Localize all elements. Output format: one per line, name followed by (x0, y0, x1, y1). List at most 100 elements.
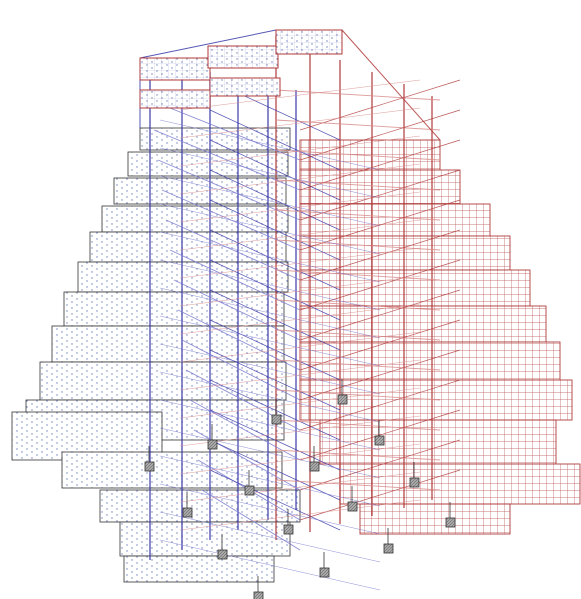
roof-edge (341, 29, 441, 141)
tie-beam (159, 119, 381, 171)
top-box-grid (140, 90, 210, 108)
red-beam (299, 409, 461, 461)
blue-beam (209, 379, 341, 441)
support-icon (244, 485, 255, 496)
red-beam (275, 269, 441, 281)
tie-beam (159, 511, 381, 563)
red-beam (275, 89, 441, 101)
tie-beam (159, 427, 381, 479)
support-icon (445, 517, 456, 528)
left-slab (77, 261, 289, 293)
left-slab (101, 205, 289, 233)
red-beam (275, 329, 441, 341)
top-box-grid (140, 58, 210, 80)
left-slab (139, 127, 291, 151)
top-box-grid (210, 78, 280, 96)
red-beam (275, 239, 441, 251)
red-beam (275, 359, 441, 371)
red-beam (275, 389, 441, 401)
blue-beam (209, 409, 341, 471)
tie-beam (159, 483, 381, 535)
blue-beam (209, 229, 341, 291)
right-slab (299, 169, 461, 205)
tie-beam (179, 443, 421, 475)
support-group (144, 379, 456, 599)
right-slab-group (299, 139, 581, 535)
support-icon (374, 435, 385, 446)
tie-beam (179, 191, 421, 223)
support-icon (337, 394, 348, 405)
blue-beam (209, 109, 341, 171)
right-slab (339, 463, 581, 505)
red-beam (299, 79, 461, 131)
support-icon (182, 507, 193, 518)
right-slab (299, 139, 441, 171)
tie-beam (159, 203, 381, 255)
red-beam (275, 149, 441, 161)
tie-beam (179, 387, 421, 419)
red-beam (299, 259, 461, 311)
red-beam (275, 419, 441, 431)
red-beam (275, 479, 441, 491)
red-beam (275, 449, 441, 461)
blue-beam (209, 259, 341, 321)
right-slab (299, 305, 547, 343)
red-beam (299, 349, 461, 401)
support-icon (309, 461, 320, 472)
right-slab (319, 419, 557, 465)
tie-beam (179, 359, 421, 391)
tie-beam (179, 79, 421, 111)
support-icon (319, 567, 330, 578)
support-icon (207, 439, 218, 450)
red-beam (275, 119, 441, 131)
red-beam (275, 179, 441, 191)
support-icon (409, 477, 420, 488)
blue-beam (209, 349, 341, 411)
left-slab (51, 325, 285, 363)
red-beam (299, 169, 461, 221)
tie-beam (159, 231, 381, 283)
right-slab (299, 269, 531, 307)
tie-beam (179, 219, 421, 251)
tie-beam (179, 471, 421, 503)
top-box-grid (276, 30, 342, 54)
top-box-group (139, 29, 343, 109)
top-box-grid (208, 46, 278, 68)
support-icon (217, 549, 228, 560)
tie-beam (159, 399, 381, 451)
support-icon (283, 524, 294, 535)
tie-beam (159, 175, 381, 227)
tie-beam (159, 315, 381, 367)
tie-beam (159, 259, 381, 311)
tie-beam (159, 287, 381, 339)
blue-beam (209, 169, 341, 231)
red-beam (299, 319, 461, 371)
tie-beam (179, 275, 421, 307)
tie-beam (179, 135, 421, 167)
tie-beam (159, 455, 381, 507)
tie-beam (179, 107, 421, 139)
tie-beam (179, 415, 421, 447)
tie-beam (159, 147, 381, 199)
left-slab (61, 451, 283, 489)
blue-beam (209, 139, 341, 201)
red-beam (299, 379, 461, 431)
red-beam (299, 229, 461, 281)
red-beam (299, 439, 461, 491)
left-slab (89, 231, 287, 263)
right-slab (299, 341, 561, 381)
support-icon (271, 414, 282, 425)
red-beam (299, 139, 461, 191)
frame-members-group (139, 29, 461, 591)
right-slab (299, 235, 511, 271)
left-slab (99, 489, 301, 523)
right-slab (359, 503, 511, 535)
red-beam (275, 209, 441, 221)
roof-edge (139, 29, 277, 59)
tie-beam (179, 163, 421, 195)
left-slab (39, 361, 287, 401)
tie-beam (179, 303, 421, 335)
left-slab (113, 177, 287, 205)
blue-beam (149, 99, 301, 161)
